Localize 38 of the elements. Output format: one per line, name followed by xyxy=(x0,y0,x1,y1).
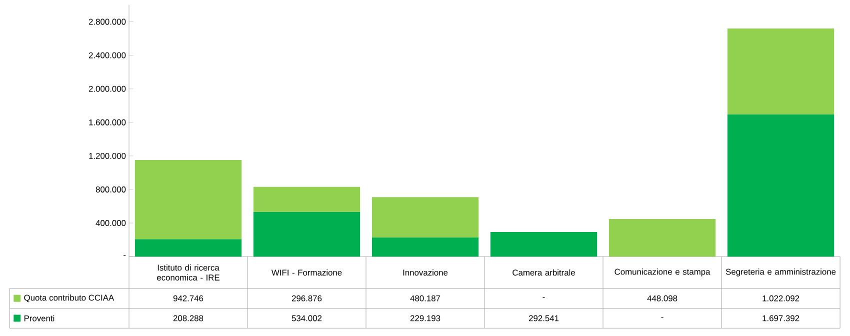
bar xyxy=(372,237,479,257)
data-label: 942.746 xyxy=(173,295,204,302)
x-tick-label: Comunicazione e stampa xyxy=(614,268,710,276)
bar xyxy=(490,232,598,257)
y-tick-label: - xyxy=(124,255,126,256)
x-tick-label: WIFI - Formazione xyxy=(271,269,342,276)
data-label: 1.697.392 xyxy=(762,315,800,322)
data-label: 448.098 xyxy=(647,295,678,302)
y-tick-label: 2.400.000 xyxy=(88,52,126,58)
data-label: 1.022.092 xyxy=(762,295,800,302)
y-tick-label: 1.600.000 xyxy=(89,119,126,126)
data-label: 534.002 xyxy=(292,315,322,322)
x-tick-label: Innovazione xyxy=(403,269,448,276)
legend-label: Proventi xyxy=(24,315,54,322)
x-tick-label: Camera arbitrale xyxy=(512,269,575,276)
bar xyxy=(253,186,360,212)
y-tick-label: 400.000 xyxy=(96,220,126,226)
x-tick-label: Istituto di ricerca economica - IRE xyxy=(157,264,220,280)
y-tick-label: 1.200.000 xyxy=(89,152,126,159)
y-tick-label: 2.800.000 xyxy=(88,18,126,25)
text: - xyxy=(661,316,664,318)
data-label: 229.193 xyxy=(410,315,440,322)
data-label: 480.187 xyxy=(410,295,440,302)
bar xyxy=(608,218,716,257)
y-tick-label: 2.000.000 xyxy=(88,86,126,92)
bar xyxy=(727,114,834,257)
bar xyxy=(134,160,242,240)
bar xyxy=(727,28,834,114)
x-tick-label: Segreteria e amministrazione xyxy=(726,268,836,276)
text: - xyxy=(542,296,545,298)
data-label: 208.288 xyxy=(173,315,204,322)
bar xyxy=(253,212,360,257)
data-label: 296.876 xyxy=(292,295,322,302)
legend-label: Quota contributo CCIAA xyxy=(24,294,114,302)
bar xyxy=(134,239,242,257)
bar xyxy=(372,197,479,238)
y-tick-label: 800.000 xyxy=(96,186,126,192)
data-label: 292.541 xyxy=(528,315,559,322)
